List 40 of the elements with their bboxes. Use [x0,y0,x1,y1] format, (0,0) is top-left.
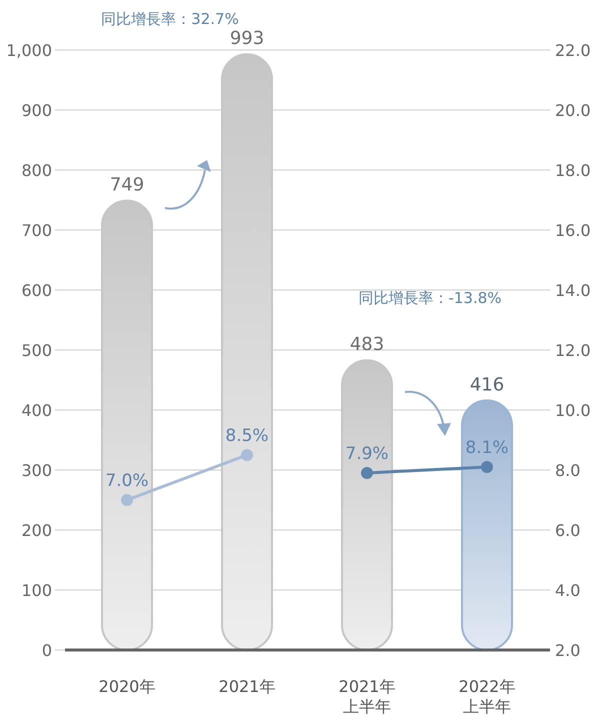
y-tick-label: 900 [21,101,52,120]
data-label: 483 [350,334,384,356]
y2-tick-label: 18.0 [555,161,591,180]
y2-tick-label: 6.0 [555,521,580,540]
y2-tick-label: 4.0 [555,581,580,600]
y2-tick-label: 20.0 [555,101,591,120]
data-label: 993 [230,28,264,50]
y-tick-label: 100 [21,581,52,600]
y-tick-label: 0 [42,641,52,660]
point [241,449,253,461]
text: 同比增長率：32.7% [101,10,239,28]
data-label: 7.0% [105,471,149,491]
y-tick-label: 1,000 [6,41,52,60]
y2-tick-label: 14.0 [555,281,591,300]
annotation: 同比增長率：-13.8% [358,289,502,308]
y-tick-label: 300 [21,461,52,480]
data-label: 8.1% [465,438,509,458]
data-label: 8.5% [225,426,269,446]
x-tick-label: 2020年 [98,677,156,696]
y2-tick-label: 22.0 [555,41,591,60]
y-tick-label: 600 [21,281,52,300]
x-tick-label: 2021年上半年 [338,677,396,716]
y-tick-label: 400 [21,401,52,420]
y2-tick-label: 16.0 [555,221,591,240]
y2-tick-label: 2.0 [555,641,580,660]
data-label: 7.9% [345,444,389,464]
point [481,461,493,473]
y-tick-label: 800 [21,161,52,180]
data-label: 749 [110,174,144,196]
x-tick-label: 2022年上半年 [458,677,516,716]
point [121,494,133,506]
y2-tick-label: 12.0 [555,341,591,360]
x-tick-label: 2021年 [218,677,276,696]
y2-tick-label: 10.0 [555,401,591,420]
point [361,467,373,479]
y2-tick-label: 8.0 [555,461,580,480]
y-tick-label: 200 [21,521,52,540]
data-label: 416 [470,374,504,396]
y-tick-label: 700 [21,221,52,240]
y-tick-label: 500 [21,341,52,360]
